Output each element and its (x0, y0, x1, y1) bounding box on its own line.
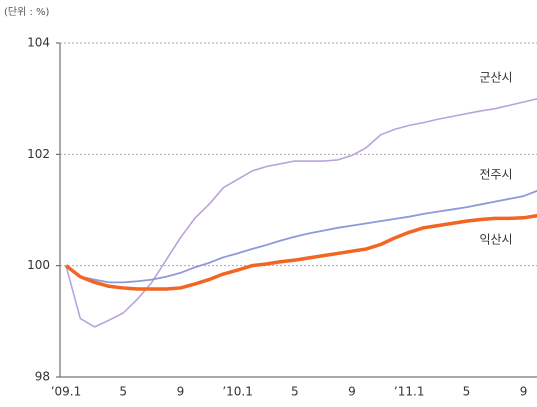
y-tick-label: 102 (27, 147, 50, 161)
series-line (65, 98, 537, 328)
x-tick-label: 5 (463, 385, 471, 399)
series-label: 익산시 (479, 233, 512, 247)
unit-label: (단위 : %) (4, 5, 50, 18)
series-line (64, 213, 537, 291)
y-tick-label: 98 (35, 370, 50, 384)
x-tick-label: ’09.1 (51, 385, 82, 399)
x-tick-label: 9 (177, 385, 185, 399)
x-tick-label: ’11.1 (394, 385, 425, 399)
series-label: 군산시 (479, 71, 512, 85)
series-label: 전주시 (479, 168, 512, 182)
x-tick-label: ’10.1 (222, 385, 253, 399)
y-tick-label: 100 (27, 258, 50, 272)
x-tick-label: 9 (348, 385, 356, 399)
x-tick-label: 9 (520, 385, 528, 399)
x-tick-label: 5 (119, 385, 127, 399)
x-tick-label: 5 (291, 385, 299, 399)
y-tick-label: 104 (27, 36, 50, 50)
series-line (65, 189, 537, 284)
